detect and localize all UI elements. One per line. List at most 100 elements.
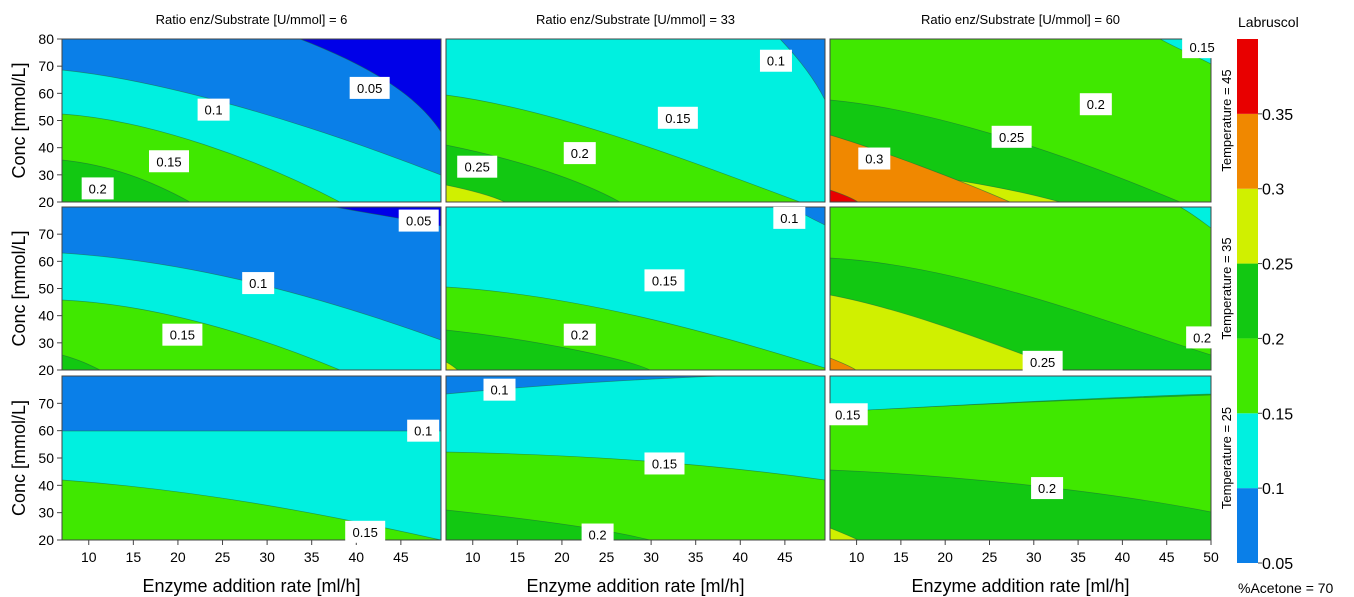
contour-label-box: [1186, 326, 1219, 349]
y-tick-label: 70: [38, 58, 54, 74]
panel-frame: [445, 375, 826, 541]
x-tick-label: 50: [1203, 549, 1219, 565]
y-tick-label: 50: [38, 281, 54, 297]
colorbar-tick-label: 0.3: [1262, 182, 1284, 199]
y-tick-label: 60: [38, 85, 54, 101]
x-tick-label: 20: [170, 549, 186, 565]
y-tick-label: 70: [38, 226, 54, 242]
colorbar-tick-label: 0.15: [1262, 406, 1293, 423]
y-tick-label: 30: [38, 505, 54, 521]
contour-label-box: [991, 125, 1032, 148]
colorbar-swatch: [1237, 263, 1258, 339]
contour-label-box: [1079, 93, 1112, 116]
y-axis-label: Conc [mmol/L]: [9, 230, 29, 346]
contour-label-box: [858, 147, 891, 170]
row-label: Temperature = 45: [1219, 69, 1234, 171]
colorbar-tick-label: 0.05: [1262, 556, 1293, 573]
contour-label: 0.15: [652, 273, 677, 288]
contour-label: 0.2: [89, 181, 107, 196]
y-tick-label: 30: [38, 335, 54, 351]
contour-region: [1179, 207, 1211, 229]
contour-label: 0.2: [1193, 330, 1211, 345]
x-tick-label: 25: [215, 549, 231, 565]
x-tick-label: 30: [643, 549, 659, 565]
x-tick-label: 30: [259, 549, 275, 565]
contour-label: 0.15: [665, 111, 690, 126]
contour-label: 0.05: [406, 214, 431, 229]
contour-label: 0.25: [465, 160, 490, 175]
y-tick-label: 20: [38, 362, 54, 378]
contour-label: 0.15: [353, 525, 378, 540]
contour-label-box: [349, 76, 390, 99]
contour-label: 0.2: [1087, 97, 1105, 112]
x-tick-label: 10: [465, 549, 481, 565]
contour-region: [830, 357, 857, 370]
x-tick-label: 35: [688, 549, 704, 565]
contour-label: 0.25: [1030, 355, 1055, 370]
colorbar-swatch: [1237, 488, 1258, 563]
row-label: Temperature = 25: [1219, 407, 1234, 509]
contour-label: 0.1: [249, 276, 267, 291]
y-tick-label: 60: [38, 423, 54, 439]
contour-label-box: [773, 206, 806, 229]
panel-frame: [829, 38, 1212, 203]
x-tick-label: 25: [982, 549, 998, 565]
y-tick-label: 80: [38, 31, 54, 47]
y-tick-label: 40: [38, 477, 54, 493]
contour-label-box: [657, 106, 698, 129]
contour-panel: [62, 376, 441, 540]
contour-label: 0.15: [170, 328, 195, 343]
x-tick-label: 10: [849, 549, 865, 565]
contour-label: 0.15: [156, 154, 181, 169]
contour-label: 0.2: [589, 528, 607, 543]
contour-panel: [830, 376, 1211, 540]
contour-label: 0.1: [490, 383, 508, 398]
x-tick-label: 15: [510, 549, 526, 565]
contour-label: 0.3: [865, 152, 883, 167]
row-label: Temperature = 35: [1219, 237, 1234, 339]
contour-label-box: [149, 150, 190, 173]
colorbar-tick-label: 0.2: [1262, 331, 1284, 348]
contour-label-box: [407, 419, 440, 442]
y-tick-label: 20: [38, 532, 54, 548]
contour-label-box: [1022, 350, 1063, 373]
colorbar-swatch: [1237, 39, 1258, 114]
x-tick-label: 45: [1159, 549, 1175, 565]
column-title: Ratio enz/Substrate [U/mmol] = 33: [536, 12, 735, 27]
contour-region: [830, 376, 1211, 413]
contour-label: 0.1: [767, 54, 785, 69]
y-tick-label: 20: [38, 194, 54, 210]
colorbar-swatch: [1237, 338, 1258, 414]
footer-note: %Acetone = 70: [1238, 580, 1334, 596]
contour-label: 0.2: [571, 146, 589, 161]
panel-frame: [445, 206, 826, 371]
x-axis-label: Enzyme addition rate [ml/h]: [142, 576, 360, 596]
x-tick-label: 35: [304, 549, 320, 565]
contour-label-box: [563, 323, 596, 346]
contour-label: 0.1: [780, 211, 798, 226]
contour-label-box: [827, 403, 868, 426]
y-tick-label: 40: [38, 308, 54, 324]
colorbar-title: Labruscol: [1238, 14, 1299, 30]
contour-region: [446, 184, 506, 202]
x-axis-label: Enzyme addition rate [ml/h]: [526, 576, 744, 596]
x-tick-label: 40: [1115, 549, 1131, 565]
contour-label: 0.1: [205, 103, 223, 118]
contour-panel: [62, 39, 441, 202]
panel-frame: [829, 206, 1212, 371]
contour-region: [830, 527, 859, 540]
x-tick-label: 40: [732, 549, 748, 565]
x-tick-label: 35: [1070, 549, 1086, 565]
x-tick-label: 20: [937, 549, 953, 565]
panel-frame: [445, 38, 826, 203]
colorbar-tick-label: 0.1: [1262, 481, 1284, 498]
contour-label: 0.2: [1038, 481, 1056, 496]
contour-label-box: [197, 98, 230, 121]
contour-label-box: [644, 452, 685, 475]
x-axis-label: Enzyme addition rate [ml/h]: [911, 576, 1129, 596]
x-tick-label: 10: [81, 549, 97, 565]
y-tick-label: 50: [38, 450, 54, 466]
colorbar-swatch: [1237, 413, 1258, 489]
contour-label-box: [398, 209, 439, 232]
